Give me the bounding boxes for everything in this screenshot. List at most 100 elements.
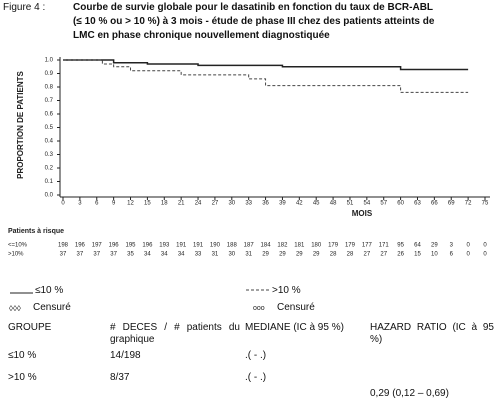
risk-count: 3 bbox=[450, 243, 454, 249]
risk-count: 184 bbox=[261, 243, 272, 249]
x-tick-label: 36 bbox=[262, 201, 269, 207]
risk-count: 190 bbox=[210, 243, 221, 249]
risk-count: 181 bbox=[294, 243, 305, 249]
risk-count: 95 bbox=[397, 243, 404, 249]
x-tick-label: 60 bbox=[397, 201, 404, 207]
y-tick-label: 0.1 bbox=[45, 179, 54, 185]
censor-symbol: ooo bbox=[253, 305, 265, 312]
legend-label: ≤10 % bbox=[35, 285, 64, 296]
y-tick-label: 0.6 bbox=[45, 112, 54, 118]
risk-count: 10 bbox=[431, 252, 438, 258]
risk-count: 29 bbox=[262, 252, 269, 258]
risk-count: 182 bbox=[277, 243, 288, 249]
risk-count: 180 bbox=[311, 243, 322, 249]
risk-count: 34 bbox=[178, 252, 185, 258]
risk-count: 29 bbox=[279, 252, 286, 258]
risk-count: 64 bbox=[414, 243, 421, 249]
risk-count: 37 bbox=[60, 252, 67, 258]
y-tick-label: 0.5 bbox=[45, 125, 54, 131]
x-axis-label: MOIS bbox=[352, 209, 373, 218]
risk-count: 0 bbox=[483, 243, 487, 249]
censor-symbol: ◊◊◊ bbox=[9, 304, 21, 313]
caption-line: Courbe de survie globale pour le dasatin… bbox=[73, 2, 434, 13]
x-tick-label: 3 bbox=[78, 201, 82, 207]
risk-count: 196 bbox=[109, 243, 120, 249]
risk-count: 27 bbox=[380, 252, 387, 258]
risk-count: 198 bbox=[58, 243, 69, 249]
legend-label: Censuré bbox=[277, 302, 315, 313]
table-cell: .( - .) bbox=[245, 372, 267, 383]
x-tick-label: 69 bbox=[448, 201, 455, 207]
caption-line: LMC en phase chronique nouvellement diag… bbox=[73, 30, 330, 41]
risk-count: 31 bbox=[245, 252, 252, 258]
risk-count: 196 bbox=[142, 243, 153, 249]
risk-count: 28 bbox=[347, 252, 354, 258]
risk-count: 28 bbox=[330, 252, 337, 258]
x-tick-label: 42 bbox=[296, 201, 303, 207]
risk-count: 26 bbox=[397, 252, 404, 258]
risk-count: 29 bbox=[431, 243, 438, 249]
risk-count: 37 bbox=[93, 252, 100, 258]
risk-count: 0 bbox=[483, 252, 487, 258]
y-tick-label: 1.0 bbox=[45, 58, 54, 64]
y-axis-label: PROPORTION DE PATIENTS bbox=[16, 70, 25, 178]
figure-label: Figure 4 : bbox=[3, 2, 46, 13]
risk-count: 27 bbox=[363, 252, 370, 258]
y-tick-label: 0.2 bbox=[45, 166, 54, 172]
risk-count: 34 bbox=[161, 252, 168, 258]
risk-count: 31 bbox=[212, 252, 219, 258]
y-tick-label: 0.3 bbox=[45, 152, 54, 158]
risk-count: 37 bbox=[110, 252, 117, 258]
x-tick-label: 33 bbox=[245, 201, 252, 207]
risk-count: 0 bbox=[466, 243, 470, 249]
survival-curve bbox=[63, 59, 469, 93]
x-tick-label: 9 bbox=[112, 201, 116, 207]
caption-line: (≤ 10 % ou > 10 %) à 3 mois - étude de p… bbox=[73, 16, 435, 27]
risk-count: 195 bbox=[126, 243, 137, 249]
x-tick-label: 54 bbox=[363, 201, 370, 207]
x-tick-label: 0 bbox=[61, 201, 65, 207]
risk-count: 29 bbox=[313, 252, 320, 258]
risk-count: 187 bbox=[244, 243, 255, 249]
x-tick-label: 27 bbox=[212, 201, 219, 207]
x-tick-label: 39 bbox=[279, 201, 286, 207]
risk-count: 35 bbox=[127, 252, 134, 258]
risk-title: Patients à risque bbox=[8, 228, 64, 235]
table-header: GROUPE bbox=[8, 322, 52, 333]
x-tick-label: 30 bbox=[228, 201, 235, 207]
table-cell: 8/37 bbox=[110, 372, 130, 383]
risk-count: 191 bbox=[193, 243, 204, 249]
table-header: MEDIANE (IC à 95 %) bbox=[245, 322, 344, 333]
x-tick-label: 51 bbox=[347, 201, 354, 207]
x-tick-label: 21 bbox=[178, 201, 185, 207]
x-tick-label: 63 bbox=[414, 201, 421, 207]
risk-count: 196 bbox=[75, 243, 86, 249]
risk-count: 197 bbox=[92, 243, 103, 249]
risk-count: 191 bbox=[176, 243, 187, 249]
y-tick-label: 0.4 bbox=[45, 139, 54, 145]
x-tick-label: 66 bbox=[431, 201, 438, 207]
risk-count: 34 bbox=[144, 252, 151, 258]
risk-count: 0 bbox=[466, 252, 470, 258]
risk-group: <=10% bbox=[8, 243, 28, 249]
risk-count: 177 bbox=[362, 243, 373, 249]
x-tick-label: 6 bbox=[95, 201, 99, 207]
table-cell: .( - .) bbox=[245, 350, 267, 361]
x-tick-label: 57 bbox=[380, 201, 387, 207]
x-tick-label: 45 bbox=[313, 201, 320, 207]
risk-count: 193 bbox=[159, 243, 170, 249]
risk-count: 6 bbox=[450, 252, 454, 258]
risk-count: 179 bbox=[328, 243, 339, 249]
x-tick-label: 48 bbox=[330, 201, 337, 207]
risk-group: >10% bbox=[8, 252, 24, 258]
x-tick-label: 75 bbox=[482, 201, 489, 207]
y-tick-label: 0.8 bbox=[45, 85, 54, 91]
y-tick-label: 0.7 bbox=[45, 98, 54, 104]
risk-count: 37 bbox=[77, 252, 84, 258]
risk-count: 29 bbox=[296, 252, 303, 258]
risk-count: 30 bbox=[228, 252, 235, 258]
table-cell: 0,29 (0,12 – 0,69) bbox=[370, 388, 449, 399]
x-tick-label: 24 bbox=[195, 201, 202, 207]
